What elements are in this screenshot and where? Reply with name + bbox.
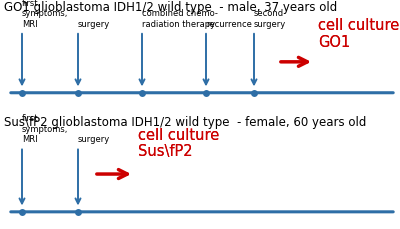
Text: first
symptoms,
MRI: first symptoms, MRI [22, 114, 68, 144]
Text: cell culture
GO1: cell culture GO1 [318, 18, 399, 49]
Text: first
symptoms,
MRI: first symptoms, MRI [22, 0, 68, 29]
Text: combined chemo-
radiation therapy: combined chemo- radiation therapy [142, 9, 218, 29]
Text: second
surgery: second surgery [254, 9, 286, 29]
Text: GO1 glioblastoma IDH1/2 wild type  - male, 37 years old: GO1 glioblastoma IDH1/2 wild type - male… [4, 1, 337, 14]
Text: cell culture
Sus\fP2: cell culture Sus\fP2 [138, 128, 219, 159]
Text: recurrence: recurrence [206, 20, 252, 29]
Text: cell culture
Sus\fP2: cell culture Sus\fP2 [138, 128, 219, 159]
Text: cell culture
GO1: cell culture GO1 [318, 18, 399, 49]
Text: Sus\fP2 glioblastoma IDH1/2 wild type  - female, 60 years old: Sus\fP2 glioblastoma IDH1/2 wild type - … [4, 116, 366, 129]
Text: surgery: surgery [78, 135, 110, 144]
Text: surgery: surgery [78, 20, 110, 29]
